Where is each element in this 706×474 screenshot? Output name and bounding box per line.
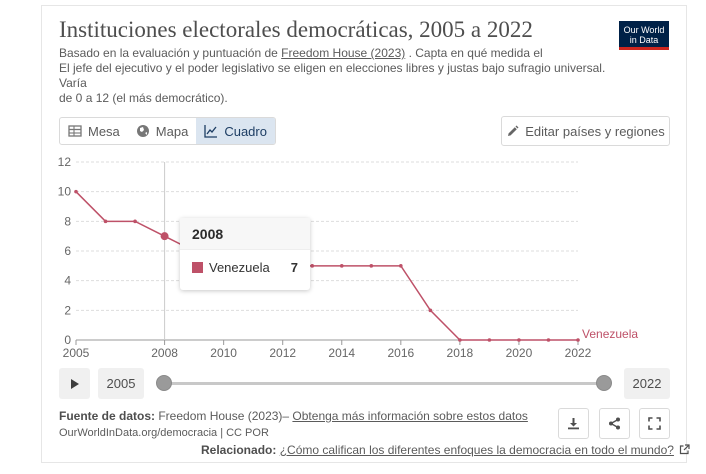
globe-icon — [136, 125, 149, 137]
source-label: Fuente de datos: — [59, 409, 156, 423]
related-info: Relacionado: ¿Cómo califican los diferen… — [201, 443, 690, 457]
y-tick-label: 2 — [64, 303, 71, 317]
view-tabs: Mesa Mapa Cuadro — [59, 117, 276, 145]
source-text: Freedom House (2023)– — [155, 409, 293, 423]
tab-chart-label: Cuadro — [224, 123, 267, 139]
chart-card — [41, 5, 687, 463]
tab-map-label: Mapa — [155, 123, 189, 139]
x-tick-label: 2012 — [269, 346, 296, 360]
x-tick-label: 2005 — [63, 346, 90, 360]
external-link-icon — [680, 444, 690, 455]
play-icon — [70, 378, 79, 389]
y-tick-label: 10 — [58, 185, 72, 199]
subtitle-line-4: de 0 a 12 (el más democrático). — [59, 91, 228, 105]
data-point — [74, 189, 78, 194]
y-tick-label: 12 — [58, 155, 72, 169]
data-point — [458, 338, 462, 342]
related-label: Relacionado: — [201, 443, 277, 457]
tab-table-label: Mesa — [88, 123, 120, 139]
x-tick-label: 2016 — [387, 346, 414, 360]
tooltip-year: 2008 — [180, 218, 310, 250]
data-point — [133, 219, 137, 224]
tab-table[interactable]: Mesa — [60, 118, 128, 144]
owid-url: OurWorldInData.org/democracia | CC POR — [59, 427, 269, 439]
timeline-start-year: 2005 — [98, 368, 144, 399]
x-tick-label: 2020 — [506, 346, 533, 360]
play-button[interactable] — [59, 368, 90, 399]
tooltip-value: 7 — [290, 260, 298, 275]
timeline-end-handle[interactable] — [596, 375, 612, 391]
subtitle-prefix: Basado en la evaluación y puntuación de — [59, 46, 282, 60]
data-point — [428, 308, 433, 313]
subtitle-rest: . Capta en qué medida el — [405, 46, 543, 60]
logo-line-1: Our World — [623, 25, 665, 35]
data-point — [487, 338, 492, 342]
freedom-house-link[interactable]: Freedom House (2023) — [281, 46, 406, 60]
x-tick-label: 2010 — [210, 346, 237, 360]
series-label: Venezuela — [582, 327, 638, 341]
chart-title: Instituciones electorales democráticas, … — [59, 17, 533, 42]
fullscreen-button[interactable] — [639, 408, 670, 439]
y-tick-label: 0 — [64, 333, 71, 347]
x-tick-label: 2018 — [447, 346, 474, 360]
data-point — [576, 338, 580, 342]
share-button[interactable] — [599, 408, 630, 439]
tab-chart[interactable]: Cuadro — [196, 118, 275, 144]
data-point — [103, 219, 108, 224]
download-button[interactable] — [558, 408, 589, 439]
series-line-venezuela — [75, 191, 578, 341]
tooltip-entity: Venezuela — [209, 260, 270, 275]
timeline-track[interactable] — [164, 382, 604, 385]
data-point — [517, 338, 521, 342]
pencil-icon — [508, 125, 519, 136]
related-article-link[interactable]: ¿Cómo califican los diferentes enfoques … — [279, 443, 674, 457]
logo-line-2: in Data — [629, 35, 659, 45]
y-tick-label: 8 — [64, 214, 71, 228]
subtitle-line-2: El jefe del ejecutivo y el poder legisla… — [59, 61, 606, 75]
fullscreen-icon — [648, 417, 661, 430]
data-point — [399, 264, 403, 268]
tooltip: 2008 Venezuela 7 — [180, 218, 310, 290]
data-point — [339, 264, 344, 268]
tooltip-row: Venezuela 7 — [180, 250, 310, 285]
tab-map[interactable]: Mapa — [128, 118, 197, 144]
download-icon — [568, 418, 579, 430]
timeline-start-handle[interactable] — [156, 375, 172, 391]
y-tick-label: 6 — [64, 244, 71, 258]
table-icon — [68, 125, 82, 137]
owid-logo[interactable]: Our World in Data — [619, 21, 669, 50]
x-tick-label: 2014 — [328, 346, 355, 360]
chart-subtitle: Basado en la evaluación y puntuación de … — [59, 46, 606, 106]
timeline-end-year: 2022 — [624, 368, 670, 399]
x-tick-label: 2022 — [565, 346, 592, 360]
data-point — [310, 264, 315, 268]
x-tick-label: 2008 — [151, 346, 178, 360]
line-chart-icon — [204, 125, 218, 138]
y-tick-label: 4 — [64, 274, 71, 288]
source-info: Fuente de datos: Freedom House (2023)– O… — [59, 408, 528, 442]
edit-countries-label: Editar países y regiones — [525, 123, 665, 139]
data-point — [369, 264, 374, 268]
learn-more-link[interactable]: Obtenga más información sobre estos dato… — [292, 409, 528, 423]
data-point — [546, 338, 551, 342]
hovered-data-point — [160, 232, 169, 241]
share-icon — [609, 417, 620, 430]
tooltip-swatch — [192, 262, 203, 273]
edit-countries-button[interactable]: Editar países y regiones — [501, 116, 670, 146]
subtitle-line-3: Varía — [59, 76, 87, 90]
